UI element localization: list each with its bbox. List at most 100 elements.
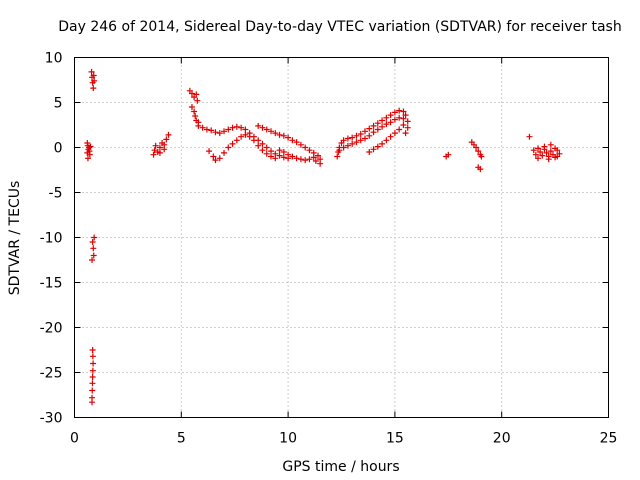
data-point <box>289 137 296 144</box>
grid <box>74 57 609 418</box>
data-point <box>246 133 253 140</box>
data-point <box>165 131 172 138</box>
data-point <box>530 147 537 154</box>
data-point <box>89 353 96 360</box>
data-point <box>151 147 158 154</box>
data-point <box>340 144 347 151</box>
data-point <box>208 127 215 134</box>
data-point <box>445 151 452 158</box>
data-point <box>526 133 533 140</box>
data-point <box>473 144 480 151</box>
data-point <box>89 257 96 263</box>
data-point <box>379 123 386 130</box>
data-point <box>156 144 163 151</box>
chart-title: Day 246 of 2014, Sidereal Day-to-day VTE… <box>58 19 621 35</box>
data-point <box>370 122 377 129</box>
data-point <box>91 77 98 84</box>
data-point <box>203 126 210 133</box>
data-point <box>315 152 322 159</box>
data-point <box>233 137 240 144</box>
data-point <box>242 131 249 138</box>
data-point <box>349 140 356 147</box>
data-point <box>268 153 275 160</box>
data-point <box>225 126 232 133</box>
data-point <box>255 122 262 129</box>
data-point <box>276 152 283 159</box>
data-point <box>297 156 304 163</box>
y-tick-label: -20 <box>40 321 63 337</box>
data-point <box>229 124 236 131</box>
data-point <box>317 160 324 167</box>
data-point <box>210 153 217 160</box>
data-point <box>400 115 407 122</box>
data-point <box>90 245 97 252</box>
data-point <box>404 118 411 125</box>
data-point <box>276 131 283 138</box>
data-point <box>383 137 390 144</box>
data-point <box>383 114 390 121</box>
data-point <box>370 129 377 136</box>
y-tick-label: -5 <box>49 186 63 202</box>
data-points <box>84 68 563 406</box>
data-point <box>310 154 317 161</box>
data-point <box>391 130 398 137</box>
data-point <box>88 68 95 75</box>
data-point <box>89 239 96 245</box>
data-point <box>361 128 368 135</box>
y-tick-label: -25 <box>40 366 63 382</box>
data-point <box>400 108 407 115</box>
x-tick-label: 20 <box>493 431 511 447</box>
data-point <box>216 130 223 137</box>
data-point <box>539 152 546 159</box>
data-point <box>353 139 360 146</box>
data-point <box>150 151 157 158</box>
x-tick-label: 10 <box>279 431 297 447</box>
x-tick-label: 25 <box>600 431 618 447</box>
data-point <box>312 158 319 164</box>
data-point <box>379 117 386 124</box>
data-point <box>475 148 482 155</box>
plot-frame <box>74 57 609 418</box>
data-point <box>263 144 270 151</box>
data-point <box>552 145 559 152</box>
data-point <box>195 122 202 129</box>
data-point <box>152 142 159 149</box>
data-point <box>396 126 403 133</box>
data-point <box>242 126 249 133</box>
data-point <box>374 120 381 127</box>
data-point <box>212 129 219 136</box>
data-point <box>545 156 552 163</box>
data-point <box>306 156 313 163</box>
data-point <box>340 137 347 144</box>
data-point <box>86 151 93 158</box>
y-tick-label: -10 <box>40 231 63 247</box>
data-point <box>255 142 262 149</box>
data-point <box>90 360 97 367</box>
data-point <box>280 154 287 161</box>
data-point <box>478 153 485 160</box>
data-point <box>543 149 550 156</box>
data-point <box>229 140 236 147</box>
data-point <box>91 234 98 241</box>
data-point <box>259 124 266 131</box>
data-point <box>89 347 96 353</box>
y-tick-label: -15 <box>40 276 63 292</box>
data-point <box>293 155 300 162</box>
data-point <box>193 91 200 98</box>
data-point <box>387 119 394 126</box>
data-point <box>259 147 266 154</box>
data-point <box>357 137 364 144</box>
data-point <box>192 113 199 119</box>
data-point <box>374 143 381 150</box>
data-point <box>297 141 304 148</box>
data-point <box>233 123 240 130</box>
y-tick-label: 10 <box>45 51 63 67</box>
data-point <box>306 147 313 154</box>
data-point <box>391 109 398 116</box>
data-point <box>156 149 163 156</box>
data-point <box>302 157 309 164</box>
data-point <box>554 153 561 160</box>
data-point <box>87 143 94 150</box>
x-tick-label: 5 <box>177 431 186 447</box>
